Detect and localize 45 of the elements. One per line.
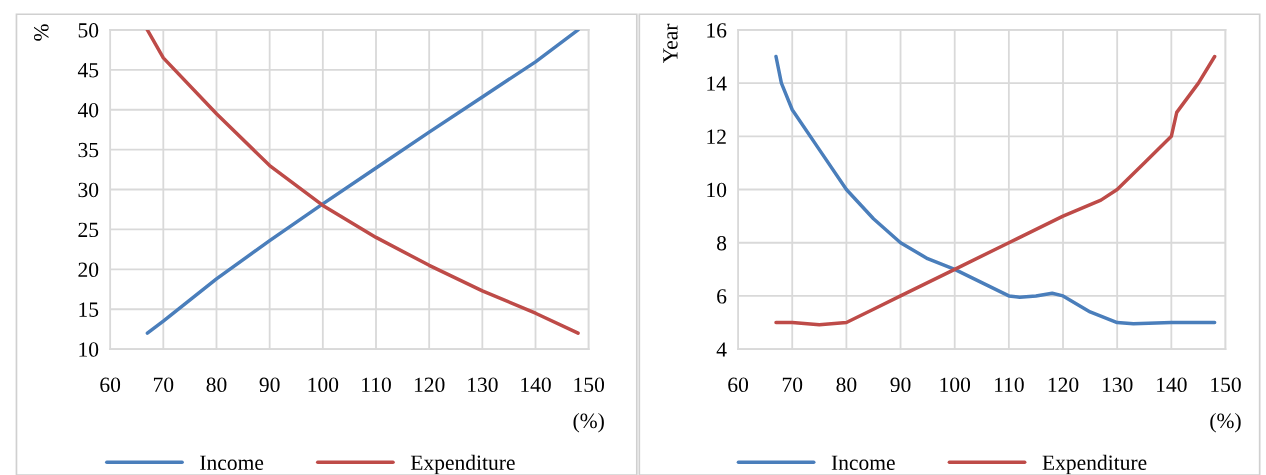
x-axis-title: (%) bbox=[1210, 412, 1241, 433]
y-tick-label: 40 bbox=[77, 102, 99, 118]
legend-label: Expenditure bbox=[410, 454, 515, 475]
y-tick-label: 45 bbox=[77, 63, 99, 78]
x-tick-label: 140 bbox=[1157, 377, 1187, 393]
x-tick-label: 90 bbox=[890, 377, 911, 393]
y-tick-label: 14 bbox=[707, 76, 727, 91]
x-tick-label: 130 bbox=[468, 377, 498, 393]
y-tick-label: 30 bbox=[78, 182, 99, 198]
x-tick-label: 70 bbox=[782, 377, 803, 393]
x-tick-label: 120 bbox=[414, 377, 445, 393]
y-tick-label: 25 bbox=[78, 222, 99, 238]
x-tick-label: 100 bbox=[940, 377, 971, 393]
y-tick-label: 35 bbox=[78, 142, 99, 158]
y-tick-label: 20 bbox=[78, 262, 99, 278]
x-tick-label: 80 bbox=[206, 377, 227, 393]
x-tick-label: 130 bbox=[1102, 377, 1133, 393]
legend-label: Income bbox=[200, 455, 264, 470]
x-tick-label: 80 bbox=[836, 377, 857, 393]
x-tick-label: 100 bbox=[308, 377, 339, 393]
y-tick-label: 10 bbox=[79, 342, 99, 357]
y-tick-label: 12 bbox=[707, 129, 726, 144]
y-tick-label: 15 bbox=[79, 302, 99, 317]
legend-label: Expenditure bbox=[1042, 454, 1147, 475]
x-tick-label: 110 bbox=[995, 377, 1024, 393]
x-tick-label: 150 bbox=[574, 377, 605, 393]
y-tick-label: 6 bbox=[717, 289, 727, 304]
x-tick-label: 120 bbox=[1048, 377, 1079, 393]
x-tick-label: 140 bbox=[521, 377, 551, 393]
legend-label: Income bbox=[831, 455, 895, 470]
x-tick-label: 110 bbox=[362, 377, 391, 393]
y-axis-title: Year bbox=[663, 23, 678, 63]
y-axis-title: % bbox=[34, 24, 49, 41]
y-tick-label: 4 bbox=[716, 342, 727, 357]
y-tick-label: 10 bbox=[707, 182, 727, 198]
line-series bbox=[145, 29, 580, 335]
x-tick-label: 150 bbox=[1211, 377, 1241, 393]
y-tick-label: 16 bbox=[707, 23, 727, 38]
y-tick-label: 50 bbox=[78, 23, 99, 38]
x-tick-label: 70 bbox=[153, 377, 174, 393]
x-tick-label: 90 bbox=[259, 377, 280, 393]
x-tick-label: 60 bbox=[728, 377, 749, 393]
y-tick-label: 8 bbox=[717, 235, 727, 251]
x-axis-title: (%) bbox=[573, 412, 604, 433]
x-tick-label: 60 bbox=[100, 377, 121, 393]
